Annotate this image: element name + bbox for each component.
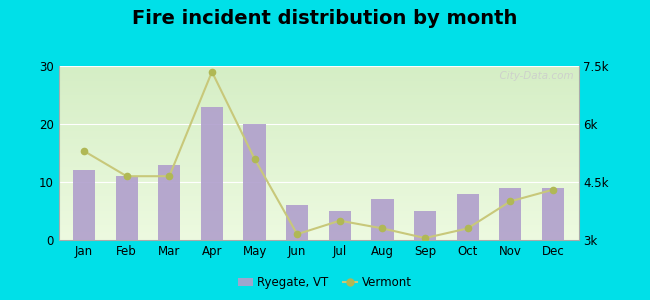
Bar [73, 170, 95, 240]
Bar [456, 194, 479, 240]
Bar [286, 205, 308, 240]
Bar [414, 211, 436, 240]
Bar [542, 188, 564, 240]
Legend: Ryegate, VT, Vermont: Ryegate, VT, Vermont [234, 272, 416, 294]
Bar [371, 200, 393, 240]
Text: City-Data.com: City-Data.com [493, 71, 573, 81]
Bar [116, 176, 138, 240]
Bar [329, 211, 351, 240]
Bar [158, 165, 181, 240]
Bar [244, 124, 266, 240]
Bar [499, 188, 521, 240]
Bar [201, 106, 223, 240]
Text: Fire incident distribution by month: Fire incident distribution by month [133, 9, 517, 28]
